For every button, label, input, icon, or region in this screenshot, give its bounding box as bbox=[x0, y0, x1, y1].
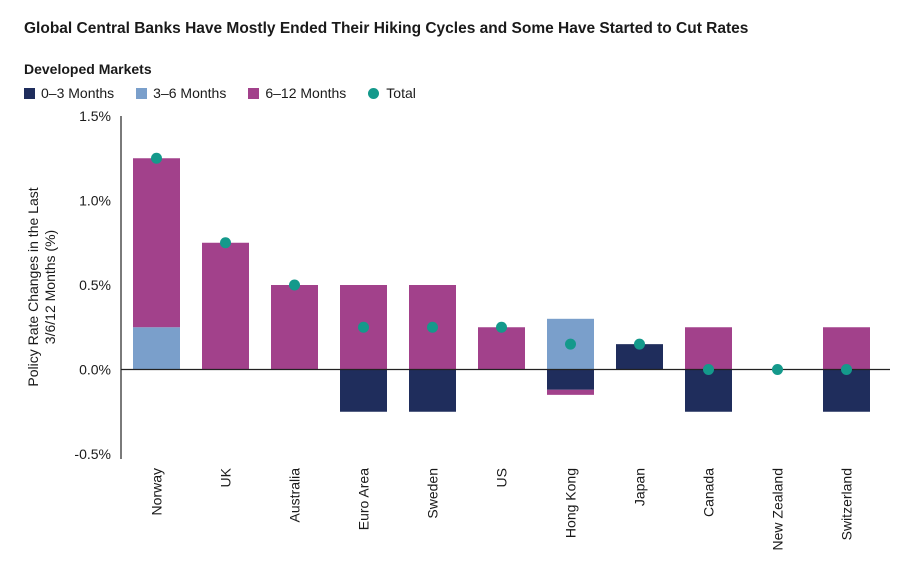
total-marker-new-zealand bbox=[772, 364, 783, 375]
bar-sweden-0-3-months bbox=[409, 369, 456, 412]
total-marker-norway bbox=[151, 152, 162, 164]
y-tick-label: 1.5% bbox=[79, 108, 111, 124]
y-tick-label: 1.0% bbox=[79, 193, 111, 209]
x-category-label: Hong Kong bbox=[563, 468, 579, 538]
x-category-label: Sweden bbox=[425, 468, 441, 519]
chart-subtitle: Developed Markets bbox=[24, 61, 152, 77]
bar-us-6-12-months bbox=[478, 327, 525, 370]
total-marker-australia bbox=[289, 279, 300, 291]
x-category-label: Canada bbox=[701, 468, 717, 517]
x-category-label: UK bbox=[218, 467, 234, 487]
legend-item-6-12-months: 6–12 Months bbox=[248, 85, 346, 101]
y-tick-label: 0.5% bbox=[79, 277, 111, 293]
y-axis-title: Policy Rate Changes in the Last3/6/12 Mo… bbox=[25, 187, 58, 386]
y-tick-label: -0.5% bbox=[74, 446, 111, 462]
total-marker-uk bbox=[220, 237, 231, 249]
legend-dot-total bbox=[368, 87, 380, 99]
total-marker-sweden bbox=[427, 321, 438, 333]
bar-canada-6-12-months bbox=[685, 327, 732, 370]
total-marker-euro-area bbox=[358, 321, 369, 333]
legend-label-3-6-months: 3–6 Months bbox=[153, 85, 227, 101]
bar-hong-kong-6-12-months bbox=[547, 389, 594, 395]
total-marker-hong-kong bbox=[565, 338, 576, 350]
bar-switzerland-0-3-months bbox=[823, 369, 870, 412]
chart-legend: 0–3 Months 3–6 Months 6–12 Months Total bbox=[24, 84, 438, 102]
legend-item-0-3-months: 0–3 Months bbox=[24, 85, 114, 101]
bar-switzerland-6-12-months bbox=[823, 327, 870, 370]
y-tick-label: 0.0% bbox=[79, 362, 111, 378]
x-category-label: New Zealand bbox=[770, 468, 786, 551]
bar-australia-6-12-months bbox=[271, 285, 318, 370]
legend-swatch-3-6-months bbox=[136, 87, 148, 99]
legend-item-total: Total bbox=[368, 85, 416, 101]
bar-hong-kong-0-3-months bbox=[547, 369, 594, 390]
legend-label-6-12-months: 6–12 Months bbox=[265, 85, 347, 101]
x-category-label: Japan bbox=[632, 468, 648, 506]
bar-uk-6-12-months bbox=[202, 242, 249, 370]
x-category-label: Euro Area bbox=[356, 468, 372, 530]
legend-swatch-0-3-months bbox=[24, 87, 35, 99]
x-category-label: Norway bbox=[149, 468, 165, 515]
bar-canada-0-3-months bbox=[685, 369, 732, 412]
chart-title: Global Central Banks Have Mostly Ended T… bbox=[24, 20, 749, 37]
total-marker-japan bbox=[634, 338, 645, 350]
legend-label-total: Total bbox=[386, 85, 416, 101]
bar-euro-area-0-3-months bbox=[340, 369, 387, 412]
x-category-label: Australia bbox=[287, 468, 303, 523]
total-marker-canada bbox=[703, 364, 714, 375]
legend-label-0-3-months: 0–3 Months bbox=[41, 85, 115, 101]
total-marker-us bbox=[496, 321, 507, 333]
total-marker-switzerland bbox=[841, 364, 852, 375]
x-category-label: Switzerland bbox=[839, 468, 855, 540]
bar-norway-6-12-months bbox=[133, 158, 180, 328]
bar-norway-3-6-months bbox=[133, 327, 180, 370]
x-category-label: US bbox=[494, 468, 510, 487]
legend-item-3-6-months: 3–6 Months bbox=[136, 85, 226, 101]
legend-swatch-6-12-months bbox=[248, 87, 260, 99]
